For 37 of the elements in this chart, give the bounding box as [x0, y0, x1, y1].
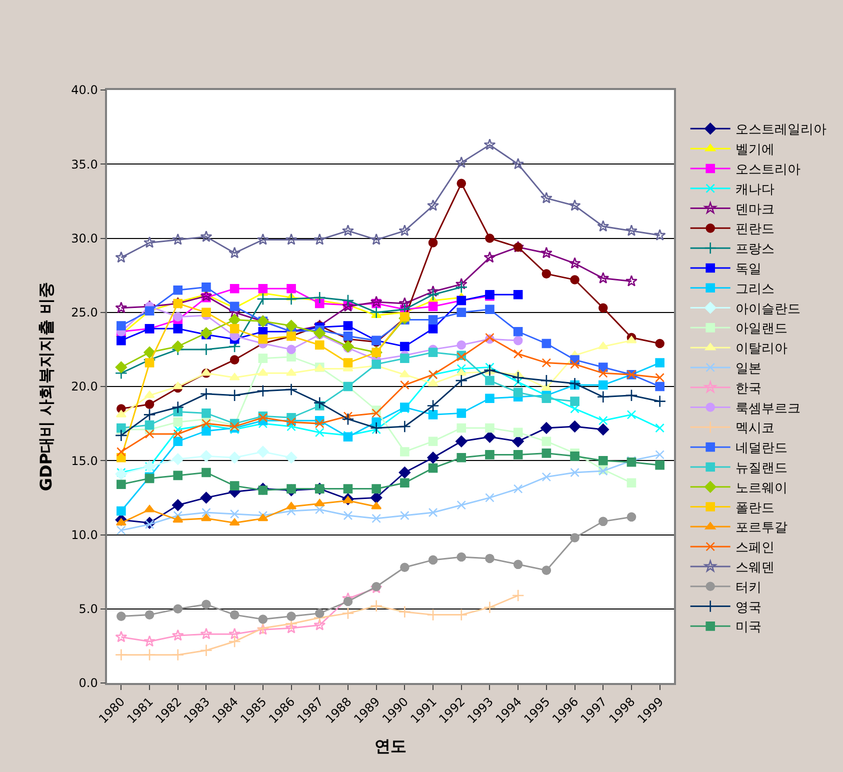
y-tick-label: 0.0 — [78, 676, 98, 690]
legend-label: 뉴질랜드 — [735, 461, 788, 476]
legend-label: 이탈리아 — [735, 342, 788, 357]
legend-label: 캐나다 — [735, 182, 774, 198]
y-axis-title: GDP대비 사회복지지출 비중 — [36, 282, 56, 492]
legend-label: 아일랜드 — [735, 322, 788, 337]
x-axis-title: 연도 — [374, 736, 406, 756]
legend-label: 한국 — [735, 381, 762, 396]
legend-label: 프랑스 — [735, 242, 774, 258]
y-tick-label: 40.0 — [71, 83, 98, 98]
y-tick-label: 10.0 — [71, 528, 98, 542]
legend-label: 미국 — [735, 620, 762, 636]
y-tick-label: 20.0 — [71, 380, 98, 394]
y-tick-label: 25.0 — [71, 306, 98, 320]
legend-label: 터키 — [735, 580, 762, 596]
y-tick-label: 5.0 — [78, 602, 98, 616]
y-tick-label: 15.0 — [71, 454, 98, 468]
legend-label: 네덜란드 — [735, 441, 788, 456]
legend-label: 아이슬란드 — [735, 302, 800, 317]
legend-label: 핀란드 — [735, 222, 774, 238]
legend-label: 벨기에 — [735, 142, 774, 158]
y-tick-label: 35.0 — [71, 157, 98, 172]
legend-label: 룩셈부르크 — [735, 401, 800, 416]
legend-label: 포르투갈 — [735, 520, 788, 536]
legend-label: 노르웨이 — [735, 480, 788, 496]
legend-label: 덴마크 — [735, 202, 774, 218]
legend-label: 영국 — [735, 600, 762, 616]
legend-label: 폴란드 — [735, 500, 774, 516]
legend-label: 일본 — [735, 362, 762, 377]
legend-label: 스페인 — [735, 540, 774, 556]
legend-label: 오스트리아 — [735, 162, 800, 178]
legend-label: 멕시코 — [735, 421, 774, 436]
legend-label: 오스트레일리아 — [735, 122, 826, 138]
legend-label: 그리스 — [735, 282, 774, 297]
legend-label: 독일 — [735, 262, 762, 278]
legend-label: 스웨덴 — [735, 560, 774, 576]
y-tick-label: 30.0 — [71, 231, 98, 246]
